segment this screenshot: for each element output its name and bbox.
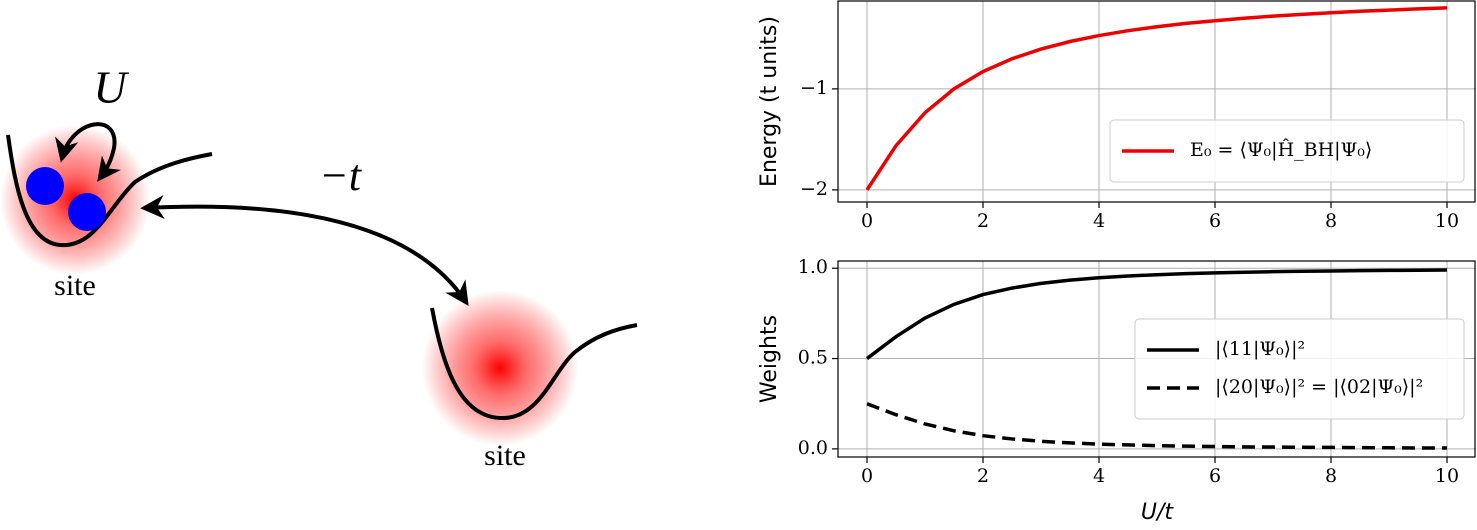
- y-tick-label: 0.5: [798, 347, 828, 369]
- x-tick-label: 6: [1209, 210, 1221, 232]
- x-tick-label: 10: [1435, 210, 1459, 232]
- site-label: site: [484, 439, 526, 472]
- legend-box: [1134, 318, 1465, 420]
- x-tick-label: 2: [977, 210, 989, 232]
- y-axis-label: Weights: [757, 315, 782, 403]
- hopping-arrow: [140, 195, 469, 306]
- legend: |⟨11|Ψ₀⟩|² |⟨20|Ψ₀⟩|² = |⟨02|Ψ₀⟩|²: [1134, 318, 1465, 420]
- x-tick-label: 0: [861, 210, 873, 232]
- axes-frame: [837, 0, 1476, 203]
- data-line: [865, 6, 1448, 191]
- y-tick-label: −1: [800, 77, 828, 99]
- x-tick-label: 4: [1093, 465, 1105, 487]
- boson: [68, 193, 106, 231]
- boson: [26, 167, 64, 205]
- y-tick-label: 0.0: [798, 437, 828, 459]
- x-tick-label: 8: [1325, 465, 1337, 487]
- x-tick-label: 4: [1093, 210, 1105, 232]
- x-tick-label: 2: [977, 465, 989, 487]
- legend-box: [1109, 119, 1465, 183]
- site-glow: [422, 290, 578, 446]
- legend-label: E₀ = ⟨Ψ₀|Ĥ_BH|Ψ₀⟩: [1190, 138, 1372, 161]
- x-tick-label: 6: [1209, 465, 1221, 487]
- potential-well: [6, 134, 213, 248]
- y-tick-label: 1.0: [798, 256, 828, 278]
- x-tick-label: 0: [861, 465, 873, 487]
- interaction-arrow: [55, 122, 122, 182]
- data-line: [865, 268, 1448, 360]
- diagram: U −t site site: [0, 62, 638, 472]
- legend: E₀ = ⟨Ψ₀|Ĥ_BH|Ψ₀⟩: [1109, 119, 1465, 183]
- axes-frame: [837, 260, 1476, 458]
- potential-well: [430, 307, 638, 421]
- hopping-label: −t: [319, 151, 363, 200]
- legend-label: |⟨20|Ψ₀⟩|² = |⟨02|Ψ₀⟩|²: [1215, 376, 1423, 398]
- y-axis-label: Energy (t units): [757, 16, 782, 187]
- x-axis-label: U/t: [1141, 500, 1175, 525]
- x-tick-label: 8: [1325, 210, 1337, 232]
- legend-label: |⟨11|Ψ₀⟩|²: [1215, 338, 1305, 360]
- y-tick-label: −2: [800, 178, 828, 200]
- site-label: site: [54, 269, 96, 302]
- x-tick-label: 10: [1435, 465, 1459, 487]
- interaction-label: U: [93, 62, 129, 113]
- data-line: [866, 402, 1447, 450]
